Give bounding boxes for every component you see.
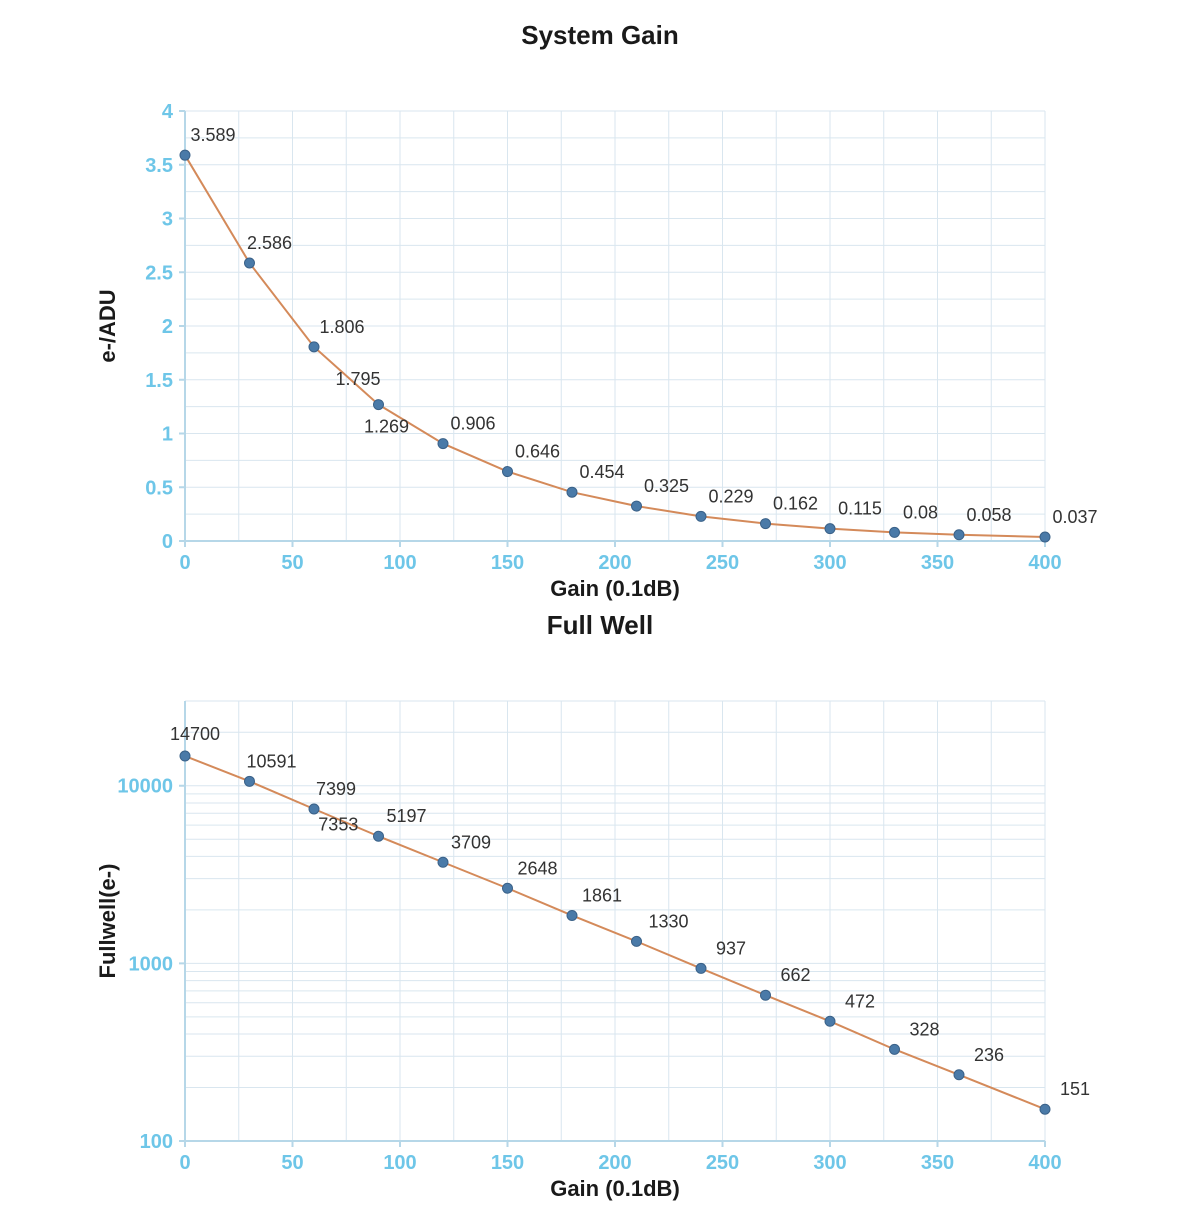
x-tick-label: 250 — [706, 552, 739, 574]
chart-title: System Gain — [0, 20, 1200, 51]
data-label-extra: 7353 — [318, 814, 358, 834]
system-gain-svg: 0 50 100 150 200 250 300 350 400 0 0.5 1 1.5 2 2.5 3 3.5… — [0, 51, 1200, 611]
data-point — [632, 936, 642, 946]
y-tick-label: 4 — [162, 101, 174, 123]
y-tick-label: 10000 — [117, 776, 173, 798]
x-tick-label: 50 — [281, 1152, 303, 1174]
data-point — [180, 150, 190, 160]
data-point — [761, 519, 771, 529]
data-label: 2.586 — [247, 233, 292, 253]
data-point — [761, 990, 771, 1000]
x-tick-label: 150 — [491, 552, 524, 574]
data-label: 0.646 — [515, 442, 560, 462]
x-axis-label: Gain (0.1dB) — [550, 576, 680, 601]
data-label: 328 — [909, 1019, 939, 1039]
data-point — [438, 439, 448, 449]
data-label: 151 — [1060, 1079, 1090, 1099]
x-tick-label: 300 — [813, 552, 846, 574]
data-point — [825, 524, 835, 534]
data-label: 7399 — [316, 779, 356, 799]
data-point — [696, 511, 706, 521]
data-label: 14700 — [170, 724, 220, 744]
data-label: 0.058 — [966, 505, 1011, 525]
data-label: 472 — [845, 991, 875, 1011]
x-axis-label: Gain (0.1dB) — [550, 1176, 680, 1201]
data-label: 1.269 — [364, 417, 409, 437]
full-well-svg: 0 50 100 150 200 250 300 350 400 100 1000 10000 Gain… — [0, 641, 1200, 1211]
data-point — [245, 776, 255, 786]
data-point — [954, 1070, 964, 1080]
data-point — [825, 1016, 835, 1026]
data-label: 0.325 — [644, 476, 689, 496]
full-well-chart: Full Well 0 50 100 150 200 250 300 350 400 100 100… — [0, 610, 1200, 1211]
y-tick-label: 100 — [140, 1131, 173, 1153]
y-tick-label: 2.5 — [145, 262, 173, 284]
data-label: 0.906 — [450, 414, 495, 434]
x-tick-label: 100 — [383, 552, 416, 574]
data-label: 662 — [780, 965, 810, 985]
data-point — [309, 804, 319, 814]
x-tick-label: 400 — [1028, 1152, 1061, 1174]
data-point — [567, 487, 577, 497]
system-gain-chart: System Gain 0 50 100 150 200 250 300 350 400 0 0.5… — [0, 20, 1200, 611]
y-tick-label: 0 — [162, 531, 173, 553]
data-point — [374, 400, 384, 410]
x-tick-label: 150 — [491, 1152, 524, 1174]
data-label: 1330 — [648, 911, 688, 931]
x-tick-label: 200 — [598, 552, 631, 574]
y-tick-label: 1.5 — [145, 370, 173, 392]
data-label: 0.162 — [773, 494, 818, 514]
y-tick-label: 3 — [162, 209, 173, 231]
data-point — [374, 831, 384, 841]
data-point — [632, 501, 642, 511]
y-tick-label: 1000 — [129, 953, 174, 975]
data-label: 2648 — [517, 858, 557, 878]
data-point — [890, 527, 900, 537]
data-label: 236 — [974, 1045, 1004, 1065]
data-point — [567, 910, 577, 920]
x-tick-label: 350 — [921, 1152, 954, 1174]
data-label: 937 — [716, 938, 746, 958]
x-tick-label: 100 — [383, 1152, 416, 1174]
x-tick-label: 350 — [921, 552, 954, 574]
data-label: 0.454 — [579, 462, 624, 482]
data-point — [309, 342, 319, 352]
x-tick-label: 0 — [179, 552, 190, 574]
data-point — [245, 258, 255, 268]
data-label: 0.08 — [903, 502, 938, 522]
data-label: 0.115 — [838, 499, 882, 519]
data-label: 10591 — [246, 751, 296, 771]
x-tick-label: 400 — [1028, 552, 1061, 574]
chart-title: Full Well — [0, 610, 1200, 641]
x-tick-label: 250 — [706, 1152, 739, 1174]
y-axis-label: e-/ADU — [95, 289, 120, 362]
y-tick-label: 0.5 — [145, 477, 173, 499]
y-tick-label: 2 — [162, 316, 173, 338]
data-label-extra: 1.795 — [336, 369, 381, 389]
data-label: 3709 — [451, 832, 491, 852]
data-point — [180, 751, 190, 761]
data-point — [1040, 532, 1050, 542]
y-tick-label: 1 — [162, 424, 173, 446]
data-point — [503, 883, 513, 893]
data-label: 0.037 — [1052, 507, 1097, 527]
x-tick-label: 300 — [813, 1152, 846, 1174]
x-tick-label: 50 — [281, 552, 303, 574]
data-point — [1040, 1104, 1050, 1114]
data-label: 1861 — [582, 885, 622, 905]
x-tick-label: 200 — [598, 1152, 631, 1174]
data-point — [954, 530, 964, 540]
data-label: 1.806 — [319, 317, 364, 337]
y-axis-label: Fullwell(e-) — [95, 864, 120, 979]
data-label: 0.229 — [708, 486, 753, 506]
data-label: 5197 — [386, 806, 426, 826]
data-point — [438, 857, 448, 867]
x-tick-label: 0 — [179, 1152, 190, 1174]
y-tick-label: 3.5 — [145, 155, 173, 177]
data-label: 3.589 — [190, 125, 235, 145]
data-point — [890, 1044, 900, 1054]
data-point — [503, 467, 513, 477]
data-point — [696, 963, 706, 973]
